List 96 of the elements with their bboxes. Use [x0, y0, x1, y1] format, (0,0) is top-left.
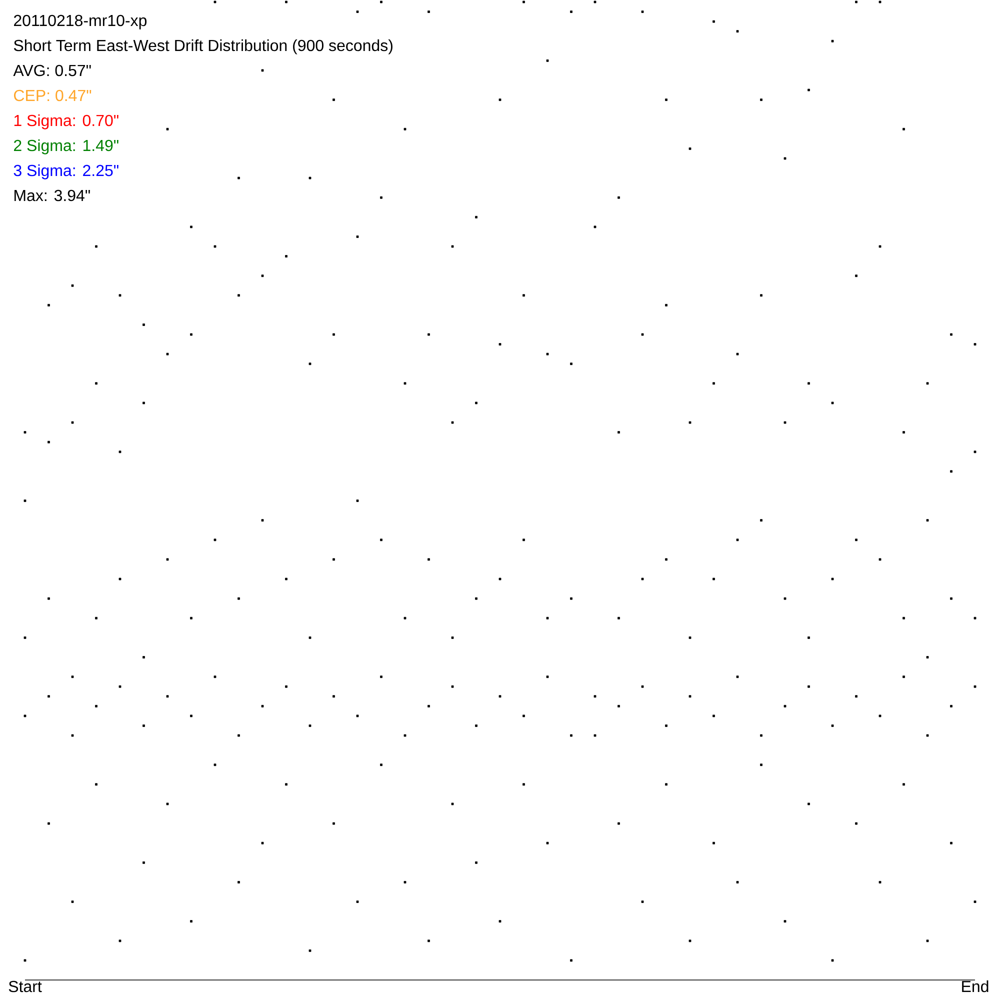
- point: [974, 616, 976, 620]
- point: [688, 695, 692, 698]
- point: [878, 245, 882, 248]
- point: [736, 676, 739, 678]
- point: [736, 538, 739, 542]
- point: [594, 734, 596, 737]
- point: [356, 714, 359, 718]
- point: [214, 245, 216, 248]
- point: [546, 59, 549, 62]
- point: [451, 245, 454, 248]
- point: [261, 704, 264, 708]
- point: [261, 519, 264, 522]
- point: [498, 578, 502, 580]
- point: [688, 636, 692, 639]
- point: [831, 578, 834, 580]
- point: [594, 0, 596, 4]
- point: [926, 734, 929, 737]
- point: [404, 382, 406, 385]
- point: [24, 636, 26, 639]
- point: [451, 636, 454, 639]
- point: [214, 676, 216, 678]
- annotation: 1 Sigma: 0.70": [14, 114, 118, 130]
- point: [71, 676, 74, 678]
- point: [784, 421, 786, 424]
- point: [736, 30, 739, 33]
- point: [641, 685, 644, 688]
- point: [546, 842, 549, 844]
- point: [926, 519, 929, 522]
- point: [214, 538, 216, 542]
- point: [688, 147, 692, 150]
- point: [404, 734, 406, 737]
- point: [451, 685, 454, 688]
- point: [166, 128, 169, 130]
- point: [308, 636, 312, 639]
- annotation: 2 Sigma: 1.49": [14, 139, 118, 154]
- annotation: Max: 3.94": [14, 190, 90, 202]
- point: [261, 69, 264, 72]
- point: [214, 764, 216, 766]
- point: [878, 558, 882, 561]
- point: [451, 421, 454, 424]
- point: [926, 382, 929, 385]
- point: [594, 695, 596, 698]
- text: Short Term East-West Drift Distribution (900 seconds): [14, 39, 392, 54]
- point: [546, 616, 549, 620]
- annotation: 3 Sigma: 2.25": [14, 164, 118, 180]
- point: [831, 402, 834, 404]
- point: [308, 362, 312, 366]
- point: [71, 421, 74, 424]
- annotation: AVG: 0.57": [13, 64, 91, 76]
- point: [831, 959, 834, 962]
- point: [641, 333, 644, 336]
- point: [166, 695, 169, 698]
- point: [308, 949, 312, 952]
- annotation: CEP: 0.47": [14, 90, 92, 102]
- point: [24, 714, 26, 718]
- point: [118, 450, 122, 454]
- point: [166, 352, 169, 356]
- point: [688, 940, 692, 942]
- point: [641, 578, 644, 580]
- point: [24, 431, 26, 434]
- point: [831, 40, 834, 42]
- point: [926, 940, 929, 942]
- point: [546, 676, 549, 678]
- point: [261, 274, 264, 278]
- x-tick-label: Start: [8, 980, 42, 992]
- point: [71, 284, 74, 287]
- point: [594, 226, 596, 228]
- point: [451, 802, 454, 806]
- point: [784, 920, 786, 923]
- x-tick-label: End: [962, 980, 988, 992]
- point: [118, 294, 122, 297]
- text: 20110218-mr10-xp: [14, 14, 147, 30]
- point: [214, 0, 216, 4]
- point: [878, 714, 882, 718]
- point: [878, 0, 882, 4]
- point: [688, 421, 692, 424]
- point: [784, 597, 786, 600]
- point: [498, 695, 502, 698]
- point: [784, 157, 786, 160]
- point: [498, 920, 502, 923]
- point: [974, 685, 976, 688]
- point: [71, 734, 74, 737]
- point: [546, 352, 549, 356]
- point: [166, 558, 169, 561]
- point: [166, 802, 169, 806]
- point: [308, 176, 312, 180]
- point: [261, 842, 264, 844]
- point: [404, 128, 406, 130]
- point: [118, 940, 122, 942]
- point: [118, 685, 122, 688]
- point: [784, 704, 786, 708]
- point: [24, 959, 26, 962]
- point: [974, 450, 976, 454]
- point: [736, 352, 739, 356]
- point: [118, 578, 122, 580]
- point: [404, 616, 406, 620]
